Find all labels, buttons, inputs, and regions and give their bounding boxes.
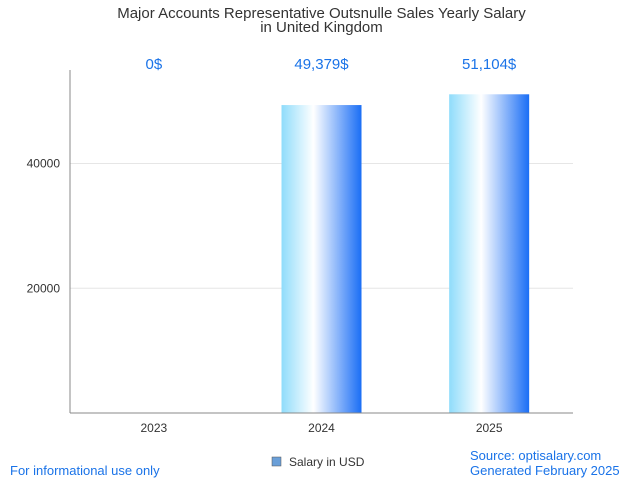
data-label-2025: 51,104$ <box>462 56 517 73</box>
bars <box>281 94 530 414</box>
data-labels: 0$ 49,379$ 51,104$ <box>145 56 516 73</box>
x-tick-label: 2025 <box>476 421 503 435</box>
footer-generated: Generated February 2025 <box>470 463 620 478</box>
y-tick-label: 20000 <box>27 281 61 295</box>
y-tick-labels: 20000 40000 <box>27 157 61 296</box>
chart-subtitle: in United Kingdom <box>260 19 383 36</box>
legend-label: Salary in USD <box>289 455 365 469</box>
legend-swatch <box>271 456 282 467</box>
y-tick-label: 40000 <box>27 157 61 171</box>
footer-disclaimer: For informational use only <box>10 463 160 478</box>
x-tick-label: 2024 <box>308 421 335 435</box>
bar-2024 <box>281 105 362 414</box>
bar-2025 <box>449 94 530 413</box>
chart-title: Major Accounts Representative Outsnulle … <box>117 5 526 22</box>
footer-source[interactable]: Source: optisalary.com <box>470 448 601 463</box>
data-label-2023: 0$ <box>145 56 162 73</box>
data-label-2024: 49,379$ <box>294 56 349 73</box>
x-tick-labels: 2023 2024 2025 <box>140 421 502 435</box>
x-tick-label: 2023 <box>140 421 167 435</box>
legend[interactable]: Salary in USD <box>271 455 365 469</box>
